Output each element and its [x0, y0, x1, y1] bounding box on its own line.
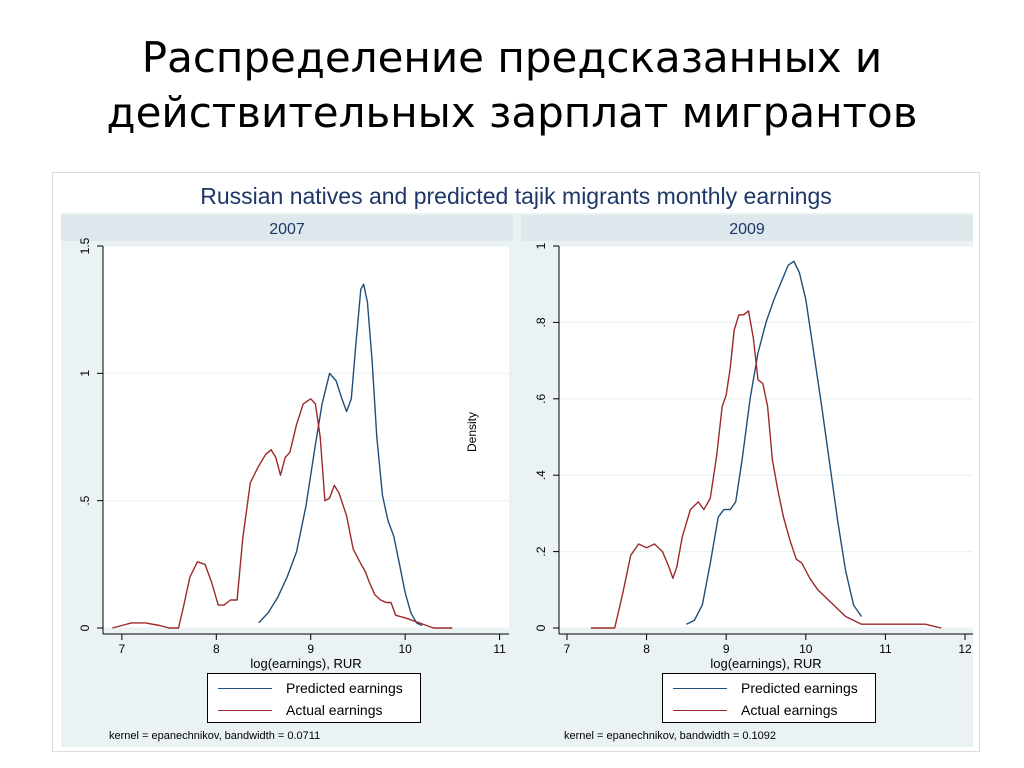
x-tick-label-2009: 12	[958, 642, 972, 656]
series-line-predicted-2009	[686, 260, 863, 625]
y-tick-label-2007: .5	[78, 495, 92, 505]
kernel-note-2009: kernel = epanechnikov, bandwidth = 0.109…	[564, 730, 777, 742]
x-tick-label-2009: 10	[799, 642, 813, 656]
y-tick-label-2009: .2	[534, 546, 548, 556]
legend-2009: Predicted earnings Actual earnings	[662, 673, 876, 723]
series-line-actual-2009	[590, 310, 942, 629]
figure-title: Russian natives and predicted tajik migr…	[200, 183, 832, 209]
y-tick-label-2009: .4	[534, 470, 548, 480]
x-tick-label-2009: 11	[879, 642, 892, 656]
y-tick-label-2007: 1	[78, 370, 92, 377]
panel-title-2007: 2007	[269, 221, 305, 238]
panel-title-2009: 2009	[729, 221, 765, 238]
figure: Russian natives and predicted tajik migr…	[52, 172, 980, 752]
y-tick-label-2009: .6	[534, 393, 548, 403]
legend-label-actual: Actual earnings	[286, 702, 383, 718]
panel-header-2007	[61, 215, 513, 241]
legend-item-predicted: Predicted earnings	[218, 679, 403, 697]
x-tick-label-2007: 8	[213, 642, 220, 656]
legend-swatch-actual	[673, 709, 727, 711]
x-tick-label-2009: 8	[643, 642, 650, 656]
x-tick-label-2009: 7	[564, 642, 571, 656]
y-tick-label-2009: 0	[534, 624, 548, 631]
x-tick-label-2007: 10	[398, 642, 412, 656]
kernel-note-2007: kernel = epanechnikov, bandwidth = 0.071…	[109, 730, 321, 742]
legend-2007: Predicted earnings Actual earnings	[207, 673, 421, 723]
legend-label-actual: Actual earnings	[741, 702, 838, 718]
x-axis-label-2007: log(earnings), RUR	[250, 656, 361, 671]
x-tick-label-2007: 7	[119, 642, 126, 656]
y-tick-label-2007: 0	[78, 624, 92, 631]
plot-area-2009	[559, 246, 973, 628]
x-axis-label-2009: log(earnings), RUR	[710, 656, 821, 671]
y-tick-label-2007: 1.5	[78, 237, 92, 254]
y-tick-label-2009: .8	[534, 317, 548, 327]
legend-swatch-predicted	[218, 687, 272, 689]
panel-header-2009	[521, 215, 973, 241]
legend-item-predicted: Predicted earnings	[673, 679, 858, 697]
legend-label-predicted: Predicted earnings	[741, 680, 858, 696]
series-line-actual-2007	[112, 398, 453, 629]
legend-item-actual: Actual earnings	[673, 701, 838, 719]
x-tick-label-2009: 9	[723, 642, 730, 656]
legend-swatch-predicted	[673, 687, 727, 689]
y-tick-label-2009: 1	[534, 242, 548, 249]
legend-label-predicted: Predicted earnings	[286, 680, 403, 696]
series-line-predicted-2007	[258, 283, 423, 627]
plot-area-2007	[103, 246, 509, 628]
slide-title-line-1: Распределение предсказанных и	[141, 33, 883, 82]
x-tick-label-2007: 9	[307, 642, 314, 656]
x-tick-label-2007: 11	[493, 642, 506, 656]
slide-title: Распределение предсказанных и действител…	[0, 30, 1024, 140]
y-axis-label: Density	[465, 412, 479, 453]
legend-item-actual: Actual earnings	[218, 701, 383, 719]
slide-title-line-2: действительных зарплат мигрантов	[106, 88, 918, 137]
legend-swatch-actual	[218, 709, 272, 711]
